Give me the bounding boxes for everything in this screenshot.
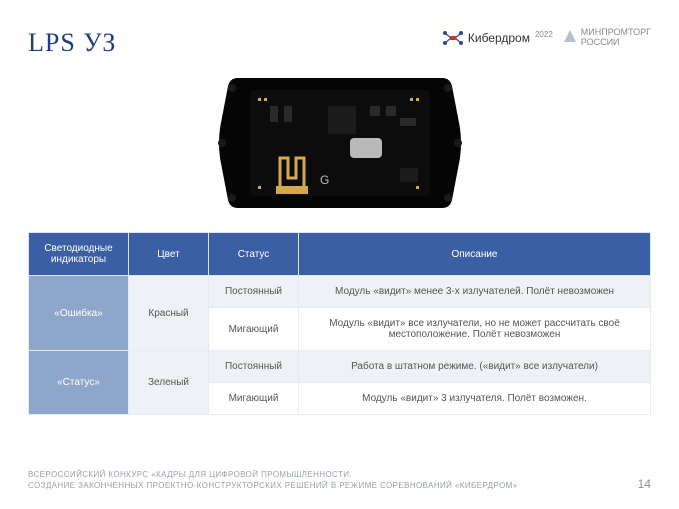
table-row: «Ошибка» Красный Постоянный Модуль «види… xyxy=(29,276,651,308)
logo-kiberdrom: Кибердром 2022 xyxy=(442,30,553,46)
indicator-table: Светодиодные индикаторы Цвет Статус Опис… xyxy=(28,232,651,415)
th-description: Описание xyxy=(299,233,651,276)
th-indicators: Светодиодные индикаторы xyxy=(29,233,129,276)
logo-kiberdrom-text: Кибердром xyxy=(468,31,530,45)
logo-kiberdrom-year: 2022 xyxy=(535,30,553,39)
logo-minpromtorg: МИНПРОМТОРГ РОССИИ xyxy=(563,28,651,48)
cell-desc: Модуль «видит» все излучатели, но не мож… xyxy=(299,308,651,351)
footer-line2: СОЗДАНИЕ ЗАКОНЧЕННЫХ ПРОЕКТНО-КОНСТРУКТО… xyxy=(28,480,518,491)
board-image-wrap: G xyxy=(28,68,651,218)
th-color: Цвет xyxy=(129,233,209,276)
svg-text:G: G xyxy=(320,173,329,187)
footer-line1: ВСЕРОССИЙСКИЙ КОНКУРС «КАДРЫ ДЛЯ ЦИФРОВО… xyxy=(28,469,518,480)
cell-color: Зеленый xyxy=(129,351,209,415)
cell-desc: Модуль «видит» 3 излучателя. Полёт возмо… xyxy=(299,383,651,415)
table-header-row: Светодиодные индикаторы Цвет Статус Опис… xyxy=(29,233,651,276)
circuit-board-image: G xyxy=(210,68,470,218)
cell-status: Постоянный xyxy=(209,276,299,308)
footer-text: ВСЕРОССИЙСКИЙ КОНКУРС «КАДРЫ ДЛЯ ЦИФРОВО… xyxy=(28,469,518,491)
row-label-status: «Статус» xyxy=(29,351,129,415)
page-number: 14 xyxy=(638,477,651,491)
row-label-error: «Ошибка» xyxy=(29,276,129,351)
table-row: «Статус» Зеленый Постоянный Работа в шта… xyxy=(29,351,651,383)
th-status: Статус xyxy=(209,233,299,276)
cell-status: Постоянный xyxy=(209,351,299,383)
cell-status: Мигающий xyxy=(209,308,299,351)
cell-desc: Модуль «видит» менее 3-х излучателей. По… xyxy=(299,276,651,308)
slide: LPS УЗ Кибердром 2022 xyxy=(0,0,679,509)
footer: ВСЕРОССИЙСКИЙ КОНКУРС «КАДРЫ ДЛЯ ЦИФРОВО… xyxy=(28,469,651,491)
logo-minpromtorg-line2: РОССИИ xyxy=(581,38,651,48)
drone-icon xyxy=(442,30,464,46)
cell-desc: Работа в штатном режиме. («видит» все из… xyxy=(299,351,651,383)
logo-minpromtorg-text: МИНПРОМТОРГ РОССИИ xyxy=(581,28,651,48)
logo-block: Кибердром 2022 МИНПРОМТОРГ РОССИИ xyxy=(442,28,651,48)
cell-status: Мигающий xyxy=(209,383,299,415)
cell-color: Красный xyxy=(129,276,209,351)
triangle-icon xyxy=(563,29,577,46)
